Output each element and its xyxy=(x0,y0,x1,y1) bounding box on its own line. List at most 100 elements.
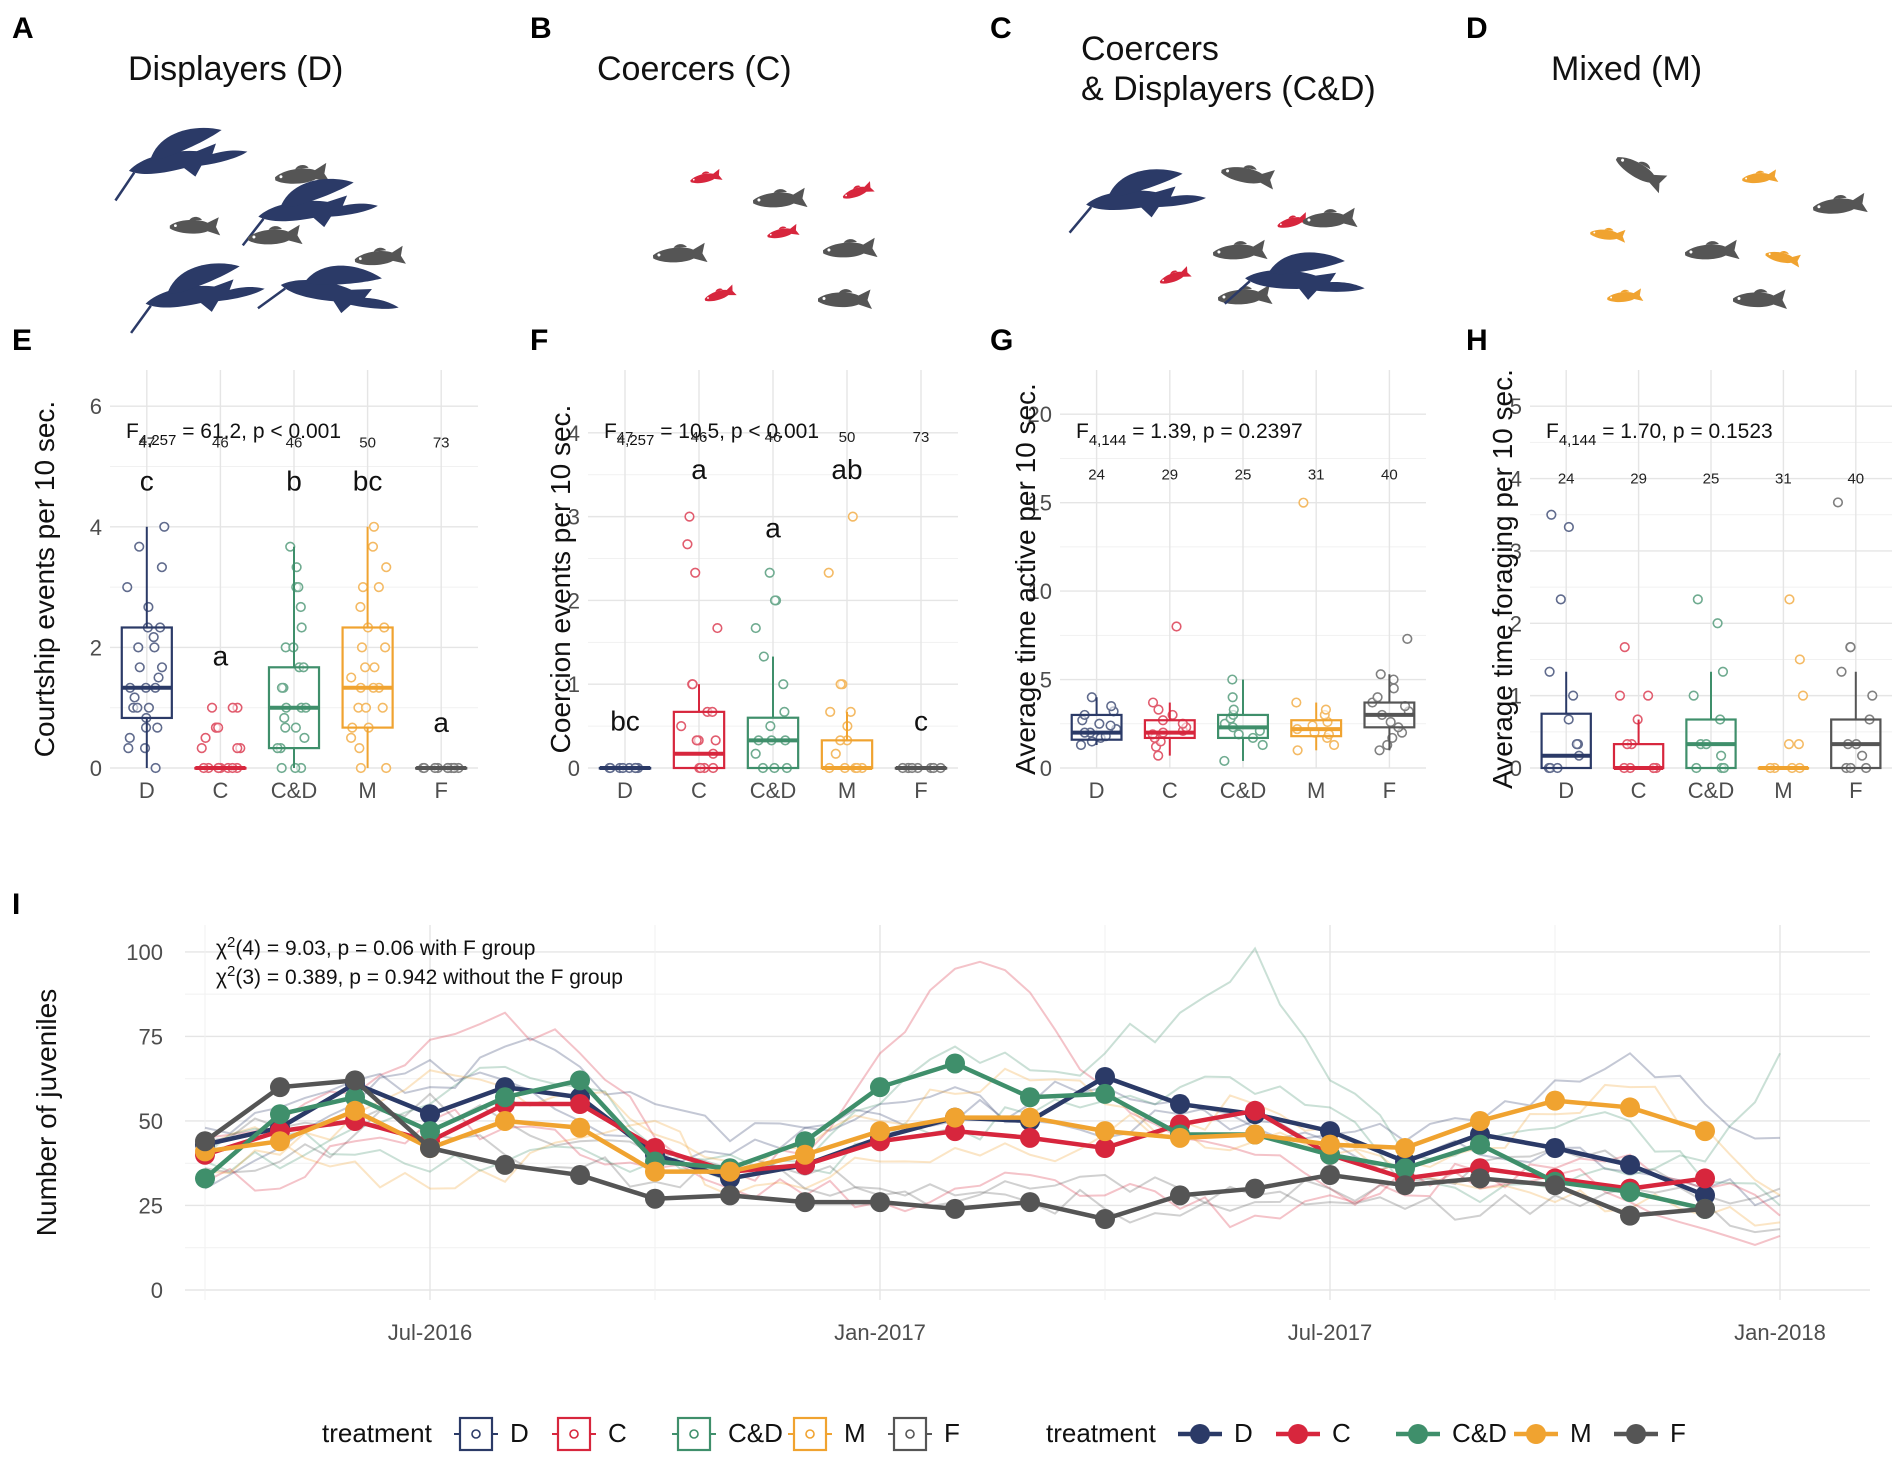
legend-title-lines: treatment xyxy=(1046,1418,1157,1448)
sample-size-label: 29 xyxy=(1161,466,1178,483)
fish-dorsal-fin xyxy=(1780,250,1789,255)
fish-male-d xyxy=(114,127,248,202)
series-point xyxy=(1395,1138,1415,1158)
data-point xyxy=(1845,642,1856,653)
series-point xyxy=(420,1121,440,1142)
title-mixed: Mixed (M) xyxy=(1551,50,1702,88)
fish-female-f xyxy=(247,224,303,245)
y-tick-label: 10 xyxy=(1028,579,1052,604)
fish-eye xyxy=(757,198,761,202)
fish-dorsal-fin xyxy=(715,288,723,292)
panel-i-juveniles: 0 25 50 75 100 Jul-2016 Jan-2017 Jul-2017 Jan-20… xyxy=(31,925,1870,1345)
fish-body xyxy=(690,168,723,184)
fish-body xyxy=(652,242,708,263)
replicate-line xyxy=(204,1052,1781,1204)
box-rect xyxy=(746,716,800,770)
y-axis-title: Coercion events per 10 sec. xyxy=(545,405,576,754)
sample-size-label: 25 xyxy=(1703,471,1720,488)
series-point xyxy=(1020,1087,1040,1108)
stat-rest: = 61.2, p < 0.001 xyxy=(176,420,341,443)
fish-eye xyxy=(657,253,661,257)
box-C xyxy=(1143,621,1196,761)
data-point xyxy=(143,702,155,713)
box-D xyxy=(1540,509,1592,774)
fish-body xyxy=(1086,186,1206,218)
data-point xyxy=(1328,739,1340,751)
series-point xyxy=(1095,1067,1115,1087)
legend-key-line-m xyxy=(1514,1424,1558,1444)
fish-small-c xyxy=(842,181,875,199)
legend-label: C&D xyxy=(728,1418,783,1448)
fish-body xyxy=(1590,229,1626,243)
series-point xyxy=(1095,1138,1115,1158)
x-tick-label: D xyxy=(617,778,633,803)
data-point xyxy=(1797,690,1809,701)
sample-size-label: 50 xyxy=(839,429,856,446)
fish-male-d xyxy=(241,178,378,247)
y-axis-title: Average time active per 10 sec. xyxy=(1010,383,1041,775)
data-point xyxy=(367,541,379,552)
data-point xyxy=(159,521,170,532)
data-point xyxy=(134,541,145,552)
sample-size-label: 31 xyxy=(1308,466,1325,483)
x-tick-label: M xyxy=(838,778,856,803)
x-tick-label: F xyxy=(1849,778,1862,803)
fish-female-f xyxy=(1302,207,1358,228)
data-point xyxy=(152,722,163,733)
fish-dorsal-fin xyxy=(673,244,687,248)
data-point xyxy=(712,622,723,634)
stat-sup: 2 xyxy=(227,963,235,980)
data-point xyxy=(687,679,698,690)
legend-label: M xyxy=(844,1418,866,1448)
box-rect xyxy=(341,626,394,729)
x-tick-label: C xyxy=(1631,778,1647,803)
legend-box-rect xyxy=(556,1416,592,1452)
series-point xyxy=(495,1087,515,1108)
fish-sword xyxy=(1068,206,1093,234)
fish-body xyxy=(822,237,878,258)
fish-illustrations xyxy=(114,127,1868,334)
data-point xyxy=(122,581,133,593)
fish-small-c xyxy=(690,168,723,184)
data-point xyxy=(293,581,304,593)
data-point xyxy=(1783,739,1795,750)
data-point xyxy=(139,742,151,754)
fish-sword xyxy=(241,218,265,247)
legend-point xyxy=(1626,1424,1646,1444)
x-tick-label: M xyxy=(1307,778,1325,803)
data-point xyxy=(1374,745,1385,756)
series-point xyxy=(1470,1110,1490,1131)
fish-male-d xyxy=(1068,169,1206,234)
box-C&D xyxy=(746,567,800,774)
y-tick-label: 2 xyxy=(90,635,102,660)
stat-df: 4,257 xyxy=(617,432,655,449)
series-point xyxy=(1245,1178,1265,1199)
series-point xyxy=(645,1188,665,1209)
fish-body xyxy=(1684,239,1740,260)
data-point xyxy=(290,722,301,733)
stat-rest: = 1.70, p = 0.1523 xyxy=(1596,420,1772,443)
fish-dorsal-fin xyxy=(1268,252,1345,275)
series-point xyxy=(495,1154,515,1175)
sample-size-label: 50 xyxy=(359,434,376,451)
box-rect xyxy=(120,626,173,720)
fish-eye xyxy=(707,297,709,299)
fish-eye xyxy=(1745,177,1748,180)
data-point xyxy=(1563,714,1574,725)
data-point xyxy=(1712,618,1723,629)
fish-body xyxy=(1221,167,1275,190)
box-C xyxy=(672,511,726,774)
legend-box-point xyxy=(805,1429,815,1439)
sample-size-label: 47 xyxy=(138,434,155,451)
panel-letter-e: E xyxy=(12,324,32,357)
series-point xyxy=(1545,1090,1565,1111)
data-point xyxy=(1075,739,1087,751)
stat-sup: 2 xyxy=(227,934,235,951)
fish-body xyxy=(1607,288,1644,303)
data-point xyxy=(765,721,776,732)
y-tick-label: 2 xyxy=(1510,611,1522,636)
series-point xyxy=(1620,1154,1640,1175)
stat-df: 4,257 xyxy=(139,432,177,449)
fish-dorsal-fin xyxy=(1233,241,1247,245)
